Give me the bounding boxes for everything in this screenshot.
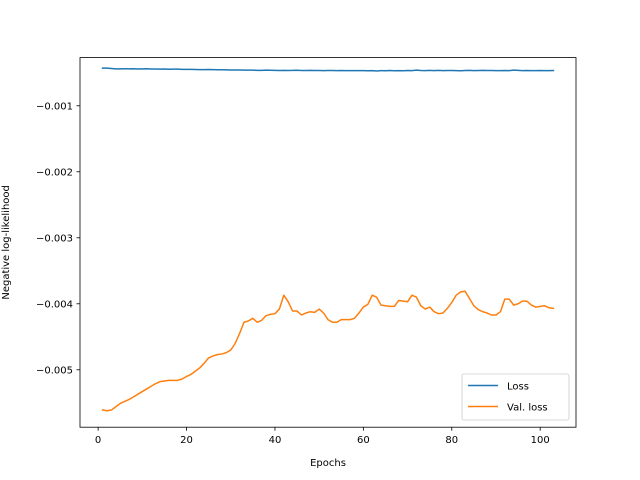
x-tick-label: 60 bbox=[357, 435, 370, 446]
y-tick-label: −0.001 bbox=[36, 101, 73, 112]
y-tick-label: −0.004 bbox=[36, 299, 73, 310]
y-axis-label: Negative log-likelihood bbox=[1, 185, 12, 300]
y-tick-label: −0.002 bbox=[36, 167, 73, 178]
plot-area bbox=[80, 57, 576, 428]
legend-label-loss: Loss bbox=[507, 382, 529, 393]
legend: Loss Val. loss bbox=[461, 373, 570, 421]
x-axis-ticks: 0 20 40 60 80 100 bbox=[95, 427, 550, 446]
y-tick-label: −0.003 bbox=[36, 233, 73, 244]
x-tick-label: 40 bbox=[269, 435, 282, 446]
series-layer bbox=[101, 67, 555, 412]
series-line-val-loss bbox=[101, 290, 555, 412]
plot-frame bbox=[79, 57, 577, 428]
y-axis-ticks: −0.001 −0.002 −0.003 −0.004 −0.005 bbox=[36, 101, 80, 376]
x-tick-label: 0 bbox=[95, 435, 101, 446]
legend-label-val-loss: Val. loss bbox=[507, 403, 548, 414]
x-tick-label: 100 bbox=[531, 435, 550, 446]
y-tick-label: −0.005 bbox=[36, 365, 73, 376]
x-axis-label: Epochs bbox=[310, 458, 346, 469]
x-tick-label: 80 bbox=[445, 435, 458, 446]
series-line-loss bbox=[101, 67, 555, 72]
x-tick-label: 20 bbox=[180, 435, 193, 446]
